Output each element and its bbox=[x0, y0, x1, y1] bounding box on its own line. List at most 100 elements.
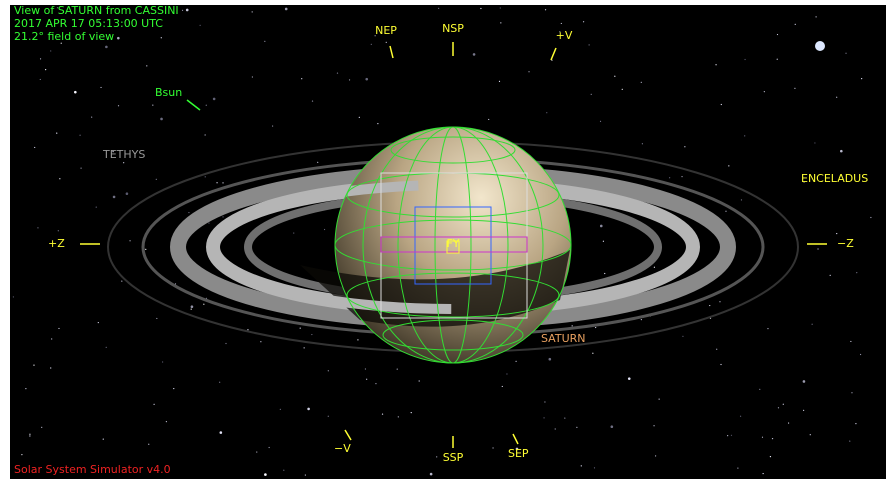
star bbox=[58, 328, 59, 329]
star bbox=[118, 105, 119, 106]
star bbox=[337, 73, 338, 74]
star bbox=[684, 146, 685, 147]
time: 2017 APR 17 05:13:00 UTC bbox=[14, 17, 163, 30]
star bbox=[763, 473, 764, 474]
star bbox=[126, 192, 129, 195]
star bbox=[836, 233, 837, 234]
star bbox=[669, 177, 670, 178]
star bbox=[759, 389, 760, 390]
star bbox=[56, 133, 57, 134]
star bbox=[681, 176, 682, 177]
star bbox=[74, 91, 77, 94]
star bbox=[611, 425, 614, 428]
star bbox=[91, 116, 92, 117]
star bbox=[840, 150, 843, 153]
star bbox=[836, 97, 837, 98]
star bbox=[795, 24, 796, 25]
star bbox=[604, 273, 605, 274]
star bbox=[252, 11, 253, 12]
star bbox=[96, 207, 97, 208]
star bbox=[812, 324, 813, 325]
star bbox=[264, 41, 265, 42]
star bbox=[29, 435, 30, 436]
star bbox=[488, 119, 489, 120]
star bbox=[778, 407, 779, 408]
star bbox=[129, 240, 130, 241]
star bbox=[153, 404, 154, 405]
star bbox=[222, 182, 223, 183]
star bbox=[34, 147, 35, 148]
star bbox=[502, 386, 503, 387]
star bbox=[772, 438, 773, 439]
star bbox=[546, 112, 547, 113]
star bbox=[860, 354, 861, 355]
star bbox=[300, 328, 301, 329]
star bbox=[555, 428, 556, 429]
star bbox=[731, 435, 732, 436]
star bbox=[589, 44, 590, 45]
star bbox=[264, 473, 267, 476]
star bbox=[788, 422, 789, 423]
star bbox=[25, 388, 26, 389]
tethys-label: TETHYS bbox=[102, 148, 145, 161]
star bbox=[256, 451, 257, 452]
star bbox=[803, 410, 804, 411]
star bbox=[740, 416, 741, 417]
star bbox=[500, 22, 501, 23]
star bbox=[40, 58, 41, 59]
star bbox=[622, 89, 623, 90]
star bbox=[777, 34, 778, 35]
nsp-label: NSP bbox=[442, 22, 464, 35]
star bbox=[719, 301, 720, 302]
star bbox=[304, 347, 305, 348]
star bbox=[121, 281, 122, 282]
star bbox=[810, 434, 811, 435]
star bbox=[515, 361, 516, 362]
star bbox=[581, 465, 582, 466]
star bbox=[720, 364, 721, 365]
star bbox=[106, 347, 107, 348]
star bbox=[182, 10, 183, 11]
star bbox=[641, 319, 642, 320]
star bbox=[37, 227, 38, 228]
star bbox=[654, 267, 655, 268]
star bbox=[715, 64, 716, 65]
star bbox=[45, 69, 46, 70]
star bbox=[614, 76, 615, 77]
star bbox=[682, 336, 683, 337]
star bbox=[375, 383, 376, 384]
star bbox=[438, 8, 439, 9]
star bbox=[366, 379, 367, 380]
star bbox=[543, 417, 544, 418]
star bbox=[205, 134, 206, 135]
star bbox=[545, 9, 546, 10]
star bbox=[283, 470, 284, 471]
star bbox=[480, 8, 481, 9]
star bbox=[349, 79, 350, 80]
star bbox=[293, 232, 294, 233]
ssp-label: SSP bbox=[443, 451, 464, 464]
enceladus-label: ENCELADUS bbox=[801, 172, 868, 185]
star bbox=[113, 196, 116, 199]
page: View of SATURN from CASSINI 2017 APR 17 … bbox=[0, 0, 893, 482]
star bbox=[817, 248, 818, 249]
star bbox=[173, 388, 174, 389]
star bbox=[50, 50, 51, 51]
star bbox=[324, 229, 325, 230]
star bbox=[365, 78, 368, 81]
star bbox=[737, 467, 738, 468]
star bbox=[145, 249, 146, 250]
star bbox=[220, 431, 223, 434]
star bbox=[208, 222, 209, 223]
star bbox=[594, 467, 595, 468]
star bbox=[419, 380, 420, 381]
star bbox=[148, 444, 149, 445]
star bbox=[728, 165, 729, 166]
star bbox=[357, 339, 358, 340]
star bbox=[850, 341, 851, 342]
star bbox=[528, 71, 529, 72]
star bbox=[576, 427, 577, 428]
star bbox=[280, 409, 281, 410]
star bbox=[473, 53, 476, 56]
star bbox=[744, 59, 745, 60]
